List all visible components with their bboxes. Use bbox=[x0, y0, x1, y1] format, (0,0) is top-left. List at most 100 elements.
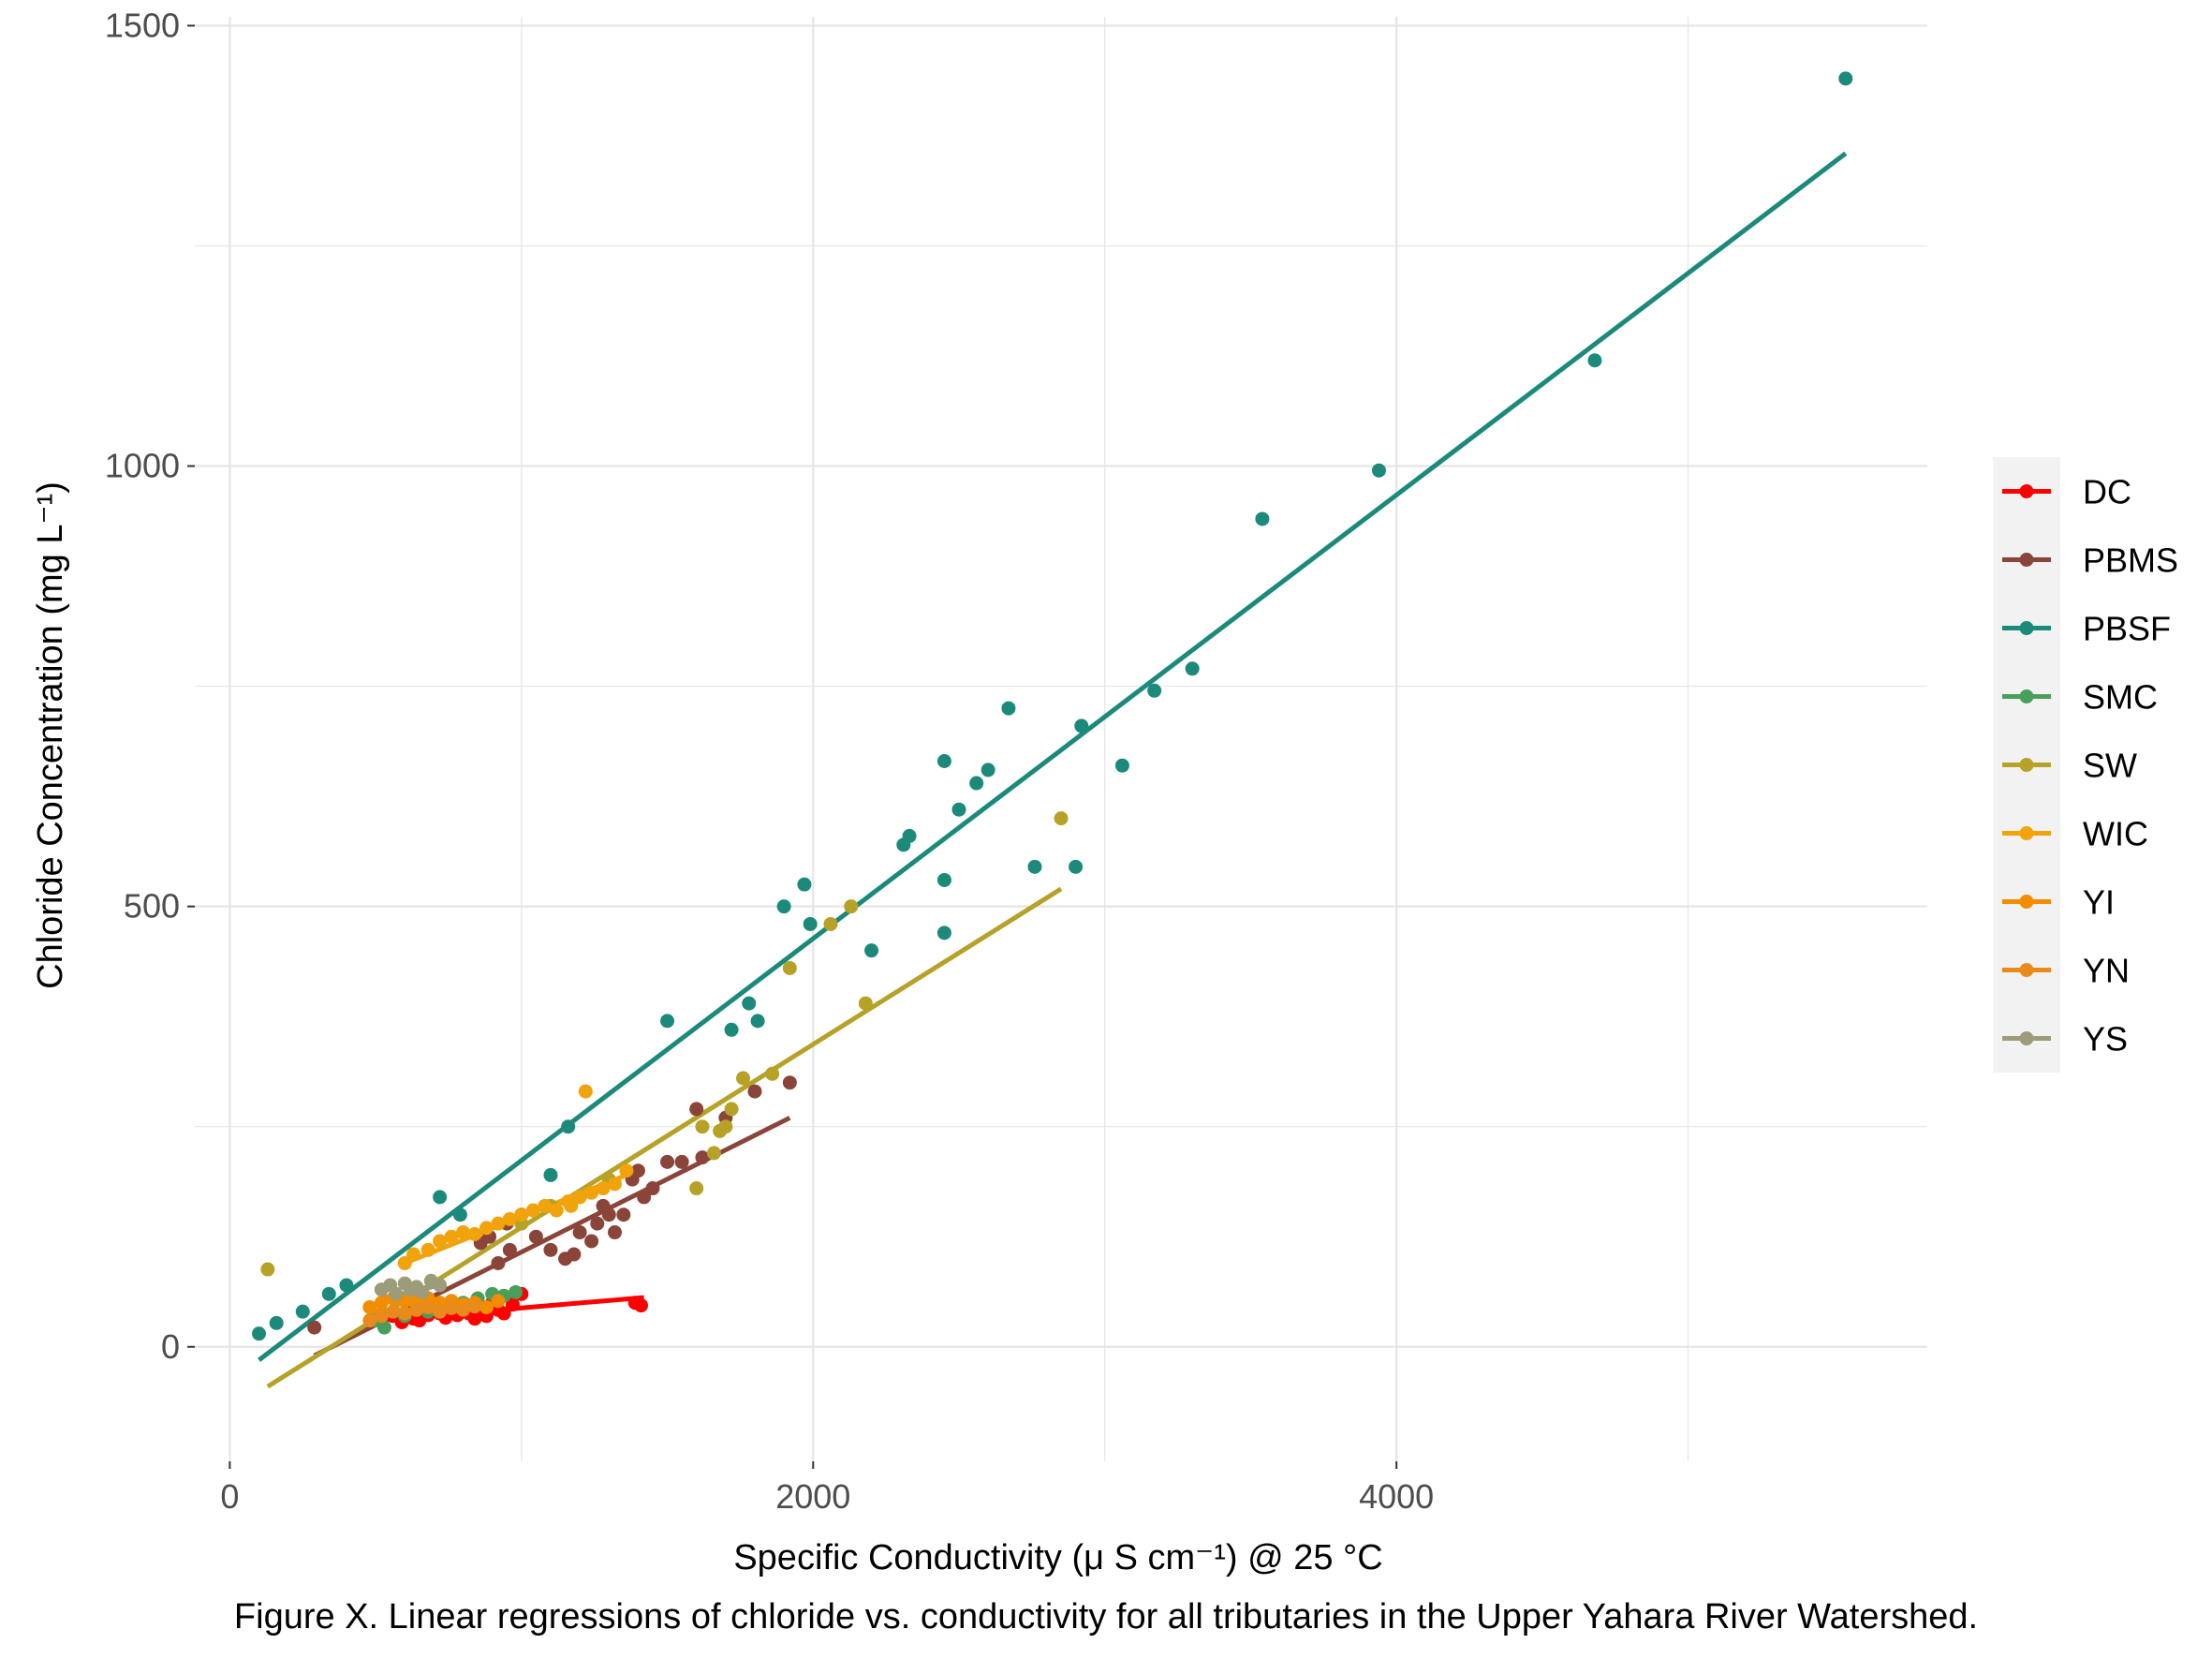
data-point-pbms bbox=[645, 1181, 660, 1196]
data-point-pbms bbox=[689, 1102, 704, 1117]
data-point-yn bbox=[409, 1302, 424, 1317]
legend-label: DC bbox=[2083, 473, 2131, 511]
y-tick-label: 500 bbox=[124, 887, 180, 926]
data-point-yn bbox=[374, 1309, 389, 1324]
data-point-pbsf bbox=[936, 872, 951, 887]
data-point-yi bbox=[491, 1294, 506, 1309]
data-point-pbsf bbox=[1069, 859, 1084, 874]
data-point-pbsf bbox=[295, 1304, 310, 1319]
legend-label: YN bbox=[2083, 952, 2130, 990]
legend-label: YS bbox=[2083, 1020, 2128, 1059]
data-point-pbsf bbox=[1074, 718, 1089, 733]
legend-item-sw: SW bbox=[2002, 747, 2137, 785]
fit-line-pbsf bbox=[258, 151, 1848, 1362]
data-point-pbms bbox=[674, 1154, 689, 1169]
data-point-wic bbox=[584, 1185, 599, 1200]
data-point-pbsf bbox=[339, 1278, 354, 1293]
data-point-pbms bbox=[528, 1229, 543, 1244]
data-point-pbms bbox=[747, 1084, 762, 1099]
data-point-pbsf bbox=[750, 1014, 765, 1029]
data-point-pbms bbox=[491, 1255, 506, 1270]
legend-label: SW bbox=[2083, 747, 2137, 785]
regression-lines bbox=[258, 151, 1848, 1389]
data-point-wic bbox=[491, 1216, 506, 1231]
data-point-wic bbox=[564, 1198, 579, 1213]
data-point-sw bbox=[844, 899, 859, 914]
data-point-yn bbox=[456, 1302, 471, 1317]
data-point-pbms bbox=[572, 1225, 587, 1240]
data-point-wic bbox=[479, 1221, 494, 1236]
data-point-ys bbox=[415, 1284, 430, 1299]
legend-item-ys: YS bbox=[2002, 1020, 2128, 1059]
x-tick-label: 4000 bbox=[1359, 1477, 1434, 1516]
legend-swatch-point bbox=[2019, 963, 2034, 977]
legend-label: PBSF bbox=[2083, 610, 2171, 648]
data-point-wic bbox=[420, 1242, 435, 1257]
y-tick-label: 1000 bbox=[105, 447, 180, 485]
figure-caption: Figure X. Linear regressions of chloride… bbox=[233, 1597, 1979, 1637]
y-axis-title: Chloride Concentration (mg L⁻¹) bbox=[31, 481, 70, 989]
data-point-dc bbox=[505, 1297, 520, 1312]
data-point-wic bbox=[514, 1207, 529, 1222]
legend-swatch-point bbox=[2019, 621, 2034, 635]
legend-swatch-point bbox=[2019, 895, 2034, 909]
data-point-wic bbox=[444, 1229, 459, 1244]
data-point-pbsf bbox=[951, 802, 966, 817]
data-point-pbsf bbox=[902, 828, 917, 843]
data-point-pbms bbox=[616, 1207, 631, 1222]
grid bbox=[195, 17, 1927, 1461]
data-point-yn bbox=[444, 1300, 459, 1315]
legend-label: SMC bbox=[2083, 678, 2158, 717]
data-point-pbms bbox=[307, 1320, 322, 1335]
legend-item-dc: DC bbox=[2002, 473, 2131, 511]
legend-swatch-point bbox=[2019, 689, 2034, 704]
data-points bbox=[252, 71, 1853, 1341]
legend-item-yn: YN bbox=[2002, 952, 2130, 990]
data-point-yn bbox=[467, 1299, 482, 1314]
data-point-yn bbox=[386, 1304, 401, 1319]
data-point-wic bbox=[406, 1247, 421, 1262]
data-point-pbsf bbox=[742, 996, 757, 1011]
data-point-wic bbox=[578, 1084, 593, 1099]
data-point-yn bbox=[397, 1306, 412, 1321]
data-point-sw bbox=[1054, 811, 1069, 826]
data-point-sw bbox=[823, 916, 838, 931]
legend-item-pbms: PBMS bbox=[2002, 541, 2178, 580]
data-point-pbsf bbox=[660, 1014, 675, 1029]
data-point-wic bbox=[467, 1226, 482, 1241]
data-point-dc bbox=[496, 1306, 511, 1321]
data-point-pbms bbox=[630, 1163, 645, 1178]
legend-item-yi: YI bbox=[2002, 883, 2115, 922]
data-point-pbms bbox=[543, 1242, 558, 1257]
data-point-pbms bbox=[695, 1150, 710, 1165]
data-point-pbsf bbox=[1027, 859, 1042, 874]
data-point-pbsf bbox=[452, 1207, 467, 1222]
x-tick-label: 2000 bbox=[775, 1477, 850, 1516]
legend-swatch-point bbox=[2019, 553, 2034, 567]
legend: DC PBMS PBSF SMC SW WIC YI YN YS bbox=[1993, 457, 2178, 1073]
data-point-sw bbox=[736, 1071, 751, 1086]
legend-item-smc: SMC bbox=[2002, 678, 2158, 717]
data-point-pbsf bbox=[1587, 353, 1602, 368]
data-point-pbsf bbox=[561, 1119, 576, 1134]
data-point-pbsf bbox=[321, 1286, 336, 1301]
data-point-pbsf bbox=[1185, 661, 1200, 676]
data-point-sw bbox=[706, 1146, 721, 1161]
data-point-pbsf bbox=[797, 877, 812, 892]
data-point-pbms bbox=[607, 1225, 622, 1240]
data-point-pbsf bbox=[936, 754, 951, 769]
data-point-pbms bbox=[782, 1075, 797, 1090]
data-point-sw bbox=[724, 1102, 739, 1117]
x-axis-title: Specific Conductivity (μ S cm⁻¹) @ 25 °C bbox=[733, 1538, 1382, 1578]
legend-item-wic: WIC bbox=[2002, 815, 2148, 853]
data-point-pbsf bbox=[724, 1022, 739, 1037]
data-point-pbsf bbox=[252, 1326, 267, 1341]
data-point-pbsf bbox=[1371, 463, 1386, 478]
data-point-pbsf bbox=[1001, 701, 1016, 716]
data-point-wic bbox=[549, 1203, 564, 1218]
legend-label: WIC bbox=[2083, 815, 2148, 853]
y-tick-label: 1500 bbox=[105, 6, 180, 44]
data-point-pbsf bbox=[936, 926, 951, 941]
data-point-pbms bbox=[590, 1216, 605, 1231]
